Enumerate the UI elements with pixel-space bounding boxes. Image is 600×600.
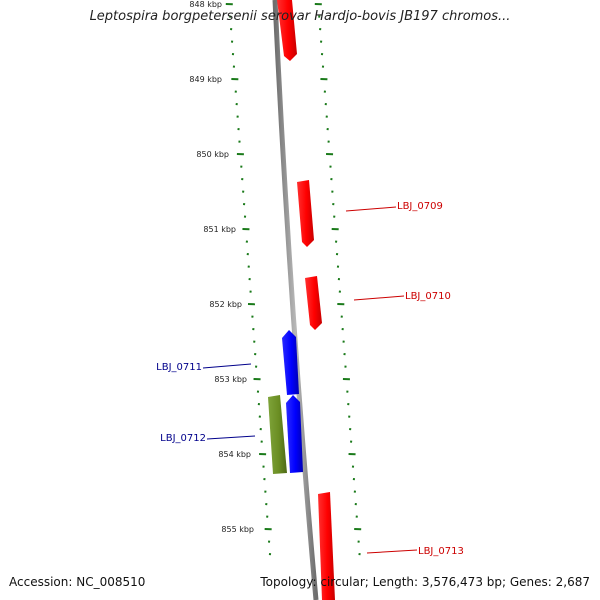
- scale-label: 849 kbp: [189, 75, 222, 84]
- genes: [268, 0, 335, 600]
- scale-label: 848 kbp: [189, 0, 222, 9]
- gene-feature[interactable]: [286, 395, 303, 473]
- leader-line: [206, 435, 256, 440]
- scale-label: 855 kbp: [221, 525, 254, 534]
- gene-feature[interactable]: [297, 180, 314, 247]
- label-leaders: [202, 206, 418, 554]
- leader-line: [353, 295, 405, 301]
- leader-line: [366, 549, 418, 554]
- gene-feature[interactable]: [268, 395, 287, 474]
- gene-feature[interactable]: [318, 492, 335, 600]
- gene-labels: LBJ_0709 LBJ_0710 LBJ_0711 LBJ_0712 LBJ_…: [156, 201, 464, 557]
- gene-label-lbj-0711[interactable]: LBJ_0711: [156, 362, 202, 373]
- gene-label-lbj-0713[interactable]: LBJ_0713: [418, 546, 464, 557]
- chromosome-backbone: [272, 0, 319, 600]
- gene-label-lbj-0709[interactable]: LBJ_0709: [397, 201, 443, 212]
- gene-label-lbj-0712[interactable]: LBJ_0712: [160, 433, 206, 444]
- scale-label: 850 kbp: [196, 150, 229, 159]
- right-tick-arc: [314, 3, 362, 556]
- leader-line: [345, 206, 397, 212]
- gene-label-lbj-0710[interactable]: LBJ_0710: [405, 291, 451, 302]
- gene-feature[interactable]: [305, 276, 322, 330]
- genome-summary-text: Topology: circular; Length: 3,576,473 bp…: [260, 575, 590, 589]
- scale-label: 851 kbp: [203, 225, 236, 234]
- gene-feature[interactable]: [277, 0, 297, 61]
- accession-text: Accession: NC_008510: [9, 575, 146, 589]
- left-tick-arc: [225, 3, 272, 556]
- gene-feature[interactable]: [282, 330, 299, 395]
- leader-line: [202, 363, 252, 369]
- scale-label: 853 kbp: [214, 375, 247, 384]
- scale-label: 854 kbp: [218, 450, 251, 459]
- map-title: Leptospira borgpetersenii serovar Hardjo…: [89, 9, 511, 24]
- scale-labels: 848 kbp 849 kbp 850 kbp 851 kbp 852 kbp …: [189, 0, 254, 534]
- scale-label: 852 kbp: [209, 300, 242, 309]
